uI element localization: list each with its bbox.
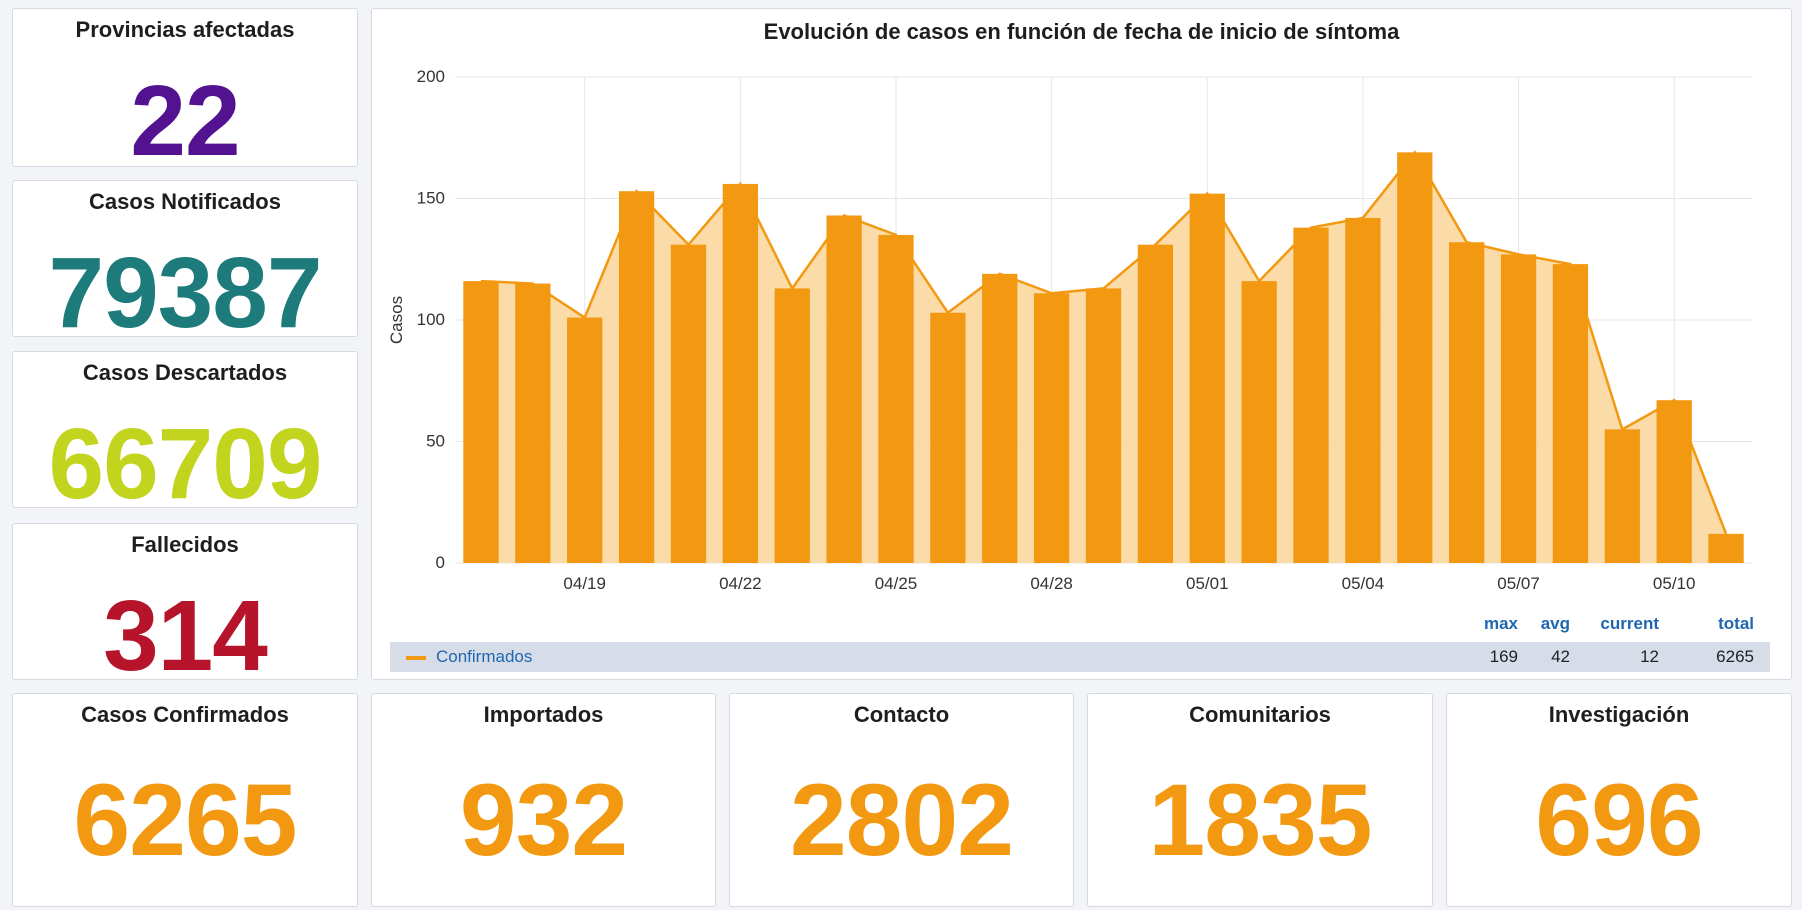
legend-row-confirmados[interactable]: Confirmados 169 42 12 6265 xyxy=(390,642,1770,672)
bar xyxy=(1397,152,1433,563)
fallecidos-value: 314 xyxy=(103,580,268,692)
chart-title: Evolución de casos en función de fecha d… xyxy=(763,19,1400,44)
contacto-title: Contacto xyxy=(853,702,950,727)
y-tick-label: 100 xyxy=(417,310,445,329)
legend-series-label[interactable]: Confirmados xyxy=(436,647,533,666)
legend-avg-value: 42 xyxy=(1551,647,1570,666)
bar xyxy=(930,312,966,563)
fallecidos-title: Fallecidos xyxy=(131,532,239,557)
comunitarios-panel: Comunitarios 1835 xyxy=(1087,693,1433,907)
bar xyxy=(826,215,862,563)
legend-header-max: max xyxy=(1483,614,1518,633)
y-axis-label: Casos xyxy=(387,296,406,344)
legend-swatch xyxy=(406,656,426,660)
bar xyxy=(1189,193,1225,563)
provincias-title: Provincias afectadas xyxy=(75,17,295,42)
y-tick-label: 0 xyxy=(436,553,445,572)
series-line xyxy=(480,150,1728,535)
legend-header-current: current xyxy=(1600,614,1659,633)
legend-max-value: 169 xyxy=(1489,647,1518,666)
investigacion-value: 696 xyxy=(1535,763,1703,877)
bar xyxy=(670,244,707,564)
bar xyxy=(1241,281,1277,563)
cases-chart: 0 50 100 150 200 04/19 04/22 04/25 04/28 05/01 05/… xyxy=(387,67,1752,593)
y-tick-label: 150 xyxy=(417,189,445,208)
confirmados-value: 6265 xyxy=(73,763,298,877)
x-tick-label: 04/28 xyxy=(1030,574,1073,593)
bar xyxy=(1345,217,1381,563)
descartados-value: 66709 xyxy=(48,408,322,520)
comunitarios-title: Comunitarios xyxy=(1189,702,1331,727)
legend-header-total: total xyxy=(1718,614,1754,633)
bar xyxy=(878,234,914,563)
provincias-panel: Provincias afectadas 22 xyxy=(12,8,358,171)
bar xyxy=(1604,429,1640,563)
x-tick-label: 05/07 xyxy=(1497,574,1540,593)
x-tick-label: 04/19 xyxy=(563,574,606,593)
provincias-value: 22 xyxy=(130,65,240,177)
x-tick-label: 04/25 xyxy=(875,574,918,593)
notificados-title: Casos Notificados xyxy=(89,189,281,214)
descartados-panel: Casos Descartados 66709 xyxy=(12,351,358,514)
x-tick-label: 04/22 xyxy=(719,574,762,593)
bar xyxy=(982,273,1018,563)
comunitarios-value: 1835 xyxy=(1148,763,1373,877)
bar xyxy=(1137,244,1174,564)
bar xyxy=(1708,533,1744,563)
bar xyxy=(1033,293,1070,563)
contacto-value: 2802 xyxy=(790,763,1014,877)
bar xyxy=(1656,400,1692,563)
notificados-value: 79387 xyxy=(48,237,322,349)
confirmados-title: Casos Confirmados xyxy=(81,702,289,727)
investigacion-title: Investigación xyxy=(1548,702,1690,727)
bar xyxy=(1085,288,1122,563)
x-tick-label: 05/04 xyxy=(1342,574,1385,593)
importados-value: 932 xyxy=(459,763,628,877)
confirmados-panel: Casos Confirmados 6265 xyxy=(12,693,358,907)
bar xyxy=(1552,264,1589,563)
bar xyxy=(1500,254,1537,563)
bar xyxy=(567,317,603,563)
chart-panel: Evolución de casos en función de fecha d… xyxy=(371,8,1792,680)
x-tick-label: 05/01 xyxy=(1186,574,1229,593)
importados-panel: Importados 932 xyxy=(371,693,716,907)
contacto-panel: Contacto 2802 xyxy=(729,693,1074,907)
descartados-title: Casos Descartados xyxy=(82,360,288,385)
bar xyxy=(618,191,655,563)
importados-title: Importados xyxy=(483,702,604,727)
fallecidos-panel: Fallecidos 314 xyxy=(12,523,358,686)
bar xyxy=(463,281,499,563)
y-tick-label: 50 xyxy=(426,432,445,451)
bar xyxy=(1449,242,1485,564)
legend-current-value: 12 xyxy=(1640,647,1659,666)
investigacion-panel: Investigación 696 xyxy=(1446,693,1792,907)
bar xyxy=(515,283,551,563)
y-tick-label: 200 xyxy=(417,67,445,86)
bar xyxy=(774,288,810,563)
legend-total-value: 6265 xyxy=(1716,647,1754,666)
notificados-panel: Casos Notificados 79387 xyxy=(12,180,358,343)
legend-header-avg: avg xyxy=(1540,614,1570,633)
bar xyxy=(722,183,758,564)
x-tick-label: 05/10 xyxy=(1653,574,1696,593)
bar xyxy=(1293,227,1329,563)
